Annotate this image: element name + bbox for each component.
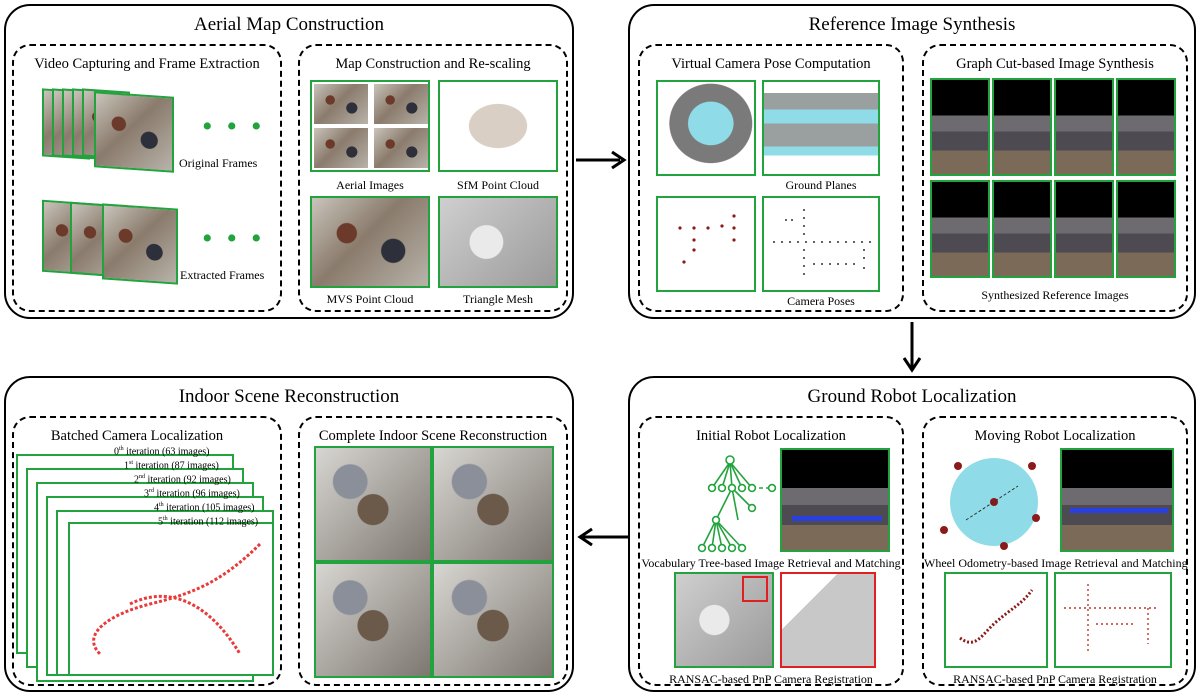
synth-image	[1116, 180, 1176, 278]
subpanel-title: Moving Robot Localization	[974, 428, 1136, 444]
camera-poses-left	[656, 196, 756, 292]
iteration-label: 3rd iteration (96 images)	[144, 488, 240, 500]
sfm-point-cloud	[438, 80, 558, 172]
triangle-mesh	[438, 196, 558, 288]
subpanel-batched-camera: Batched Camera Localization 0th iteratio…	[12, 416, 282, 686]
vocabulary-tree-icon	[697, 455, 777, 553]
arrow-down-icon	[902, 322, 922, 373]
subpanel-map-construction: Map Construction and Re-scaling Aerial I…	[298, 44, 568, 312]
panel-title: Reference Image Synthesis	[808, 14, 1016, 35]
synth-image	[992, 180, 1052, 278]
extracted-frames-stack	[42, 196, 182, 306]
panel-title: Aerial Map Construction	[194, 14, 384, 35]
subpanel-complete-reconstruction: Complete Indoor Scene Reconstruction	[298, 416, 568, 686]
retrieval-match-image	[1060, 448, 1174, 552]
caption-pnp-registration: RANSAC-based PnP Camera Registration	[953, 672, 1157, 686]
iteration-label: 2nd iteration (92 images)	[134, 474, 231, 486]
track-line	[792, 516, 882, 521]
subpanel-title: Virtual Camera Pose Computation	[671, 56, 871, 72]
iteration-label: 0th iteration (63 images)	[114, 446, 210, 458]
panel-aerial-map-construction: Aerial Map Construction Video Capturing …	[4, 4, 574, 319]
subpanel-graph-cut: Graph Cut-based Image Synthesis Synthesi…	[922, 44, 1188, 312]
caption-vocabulary-tree: Vocabulary Tree-based Image Retrieval an…	[641, 556, 901, 570]
panel-reference-image-synthesis: Reference Image Synthesis Virtual Camera…	[628, 4, 1196, 319]
wheel-odometry-icon	[940, 458, 1040, 550]
arrow-left-icon	[577, 527, 628, 547]
caption-wheel-odometry: Wheel Odometry-based Image Retrieval and…	[924, 556, 1188, 570]
synth-image	[1054, 180, 1114, 278]
reconstruction-view	[432, 446, 554, 562]
track-line	[1070, 508, 1168, 513]
arrow-right-icon	[576, 150, 627, 170]
subpanel-title: Map Construction and Re-scaling	[335, 56, 531, 72]
caption-camera-poses: Camera Poses	[787, 294, 855, 308]
panel-title: Indoor Scene Reconstruction	[178, 386, 400, 407]
subpanel-title: Initial Robot Localization	[696, 428, 846, 444]
aerial-image-tile	[314, 128, 368, 168]
frame	[94, 91, 174, 173]
iteration-label: 1st iteration (87 images)	[124, 460, 219, 472]
caption-mvs-point-cloud: MVS Point Cloud	[326, 292, 414, 306]
retrieval-match-image	[780, 448, 890, 552]
trajectory-grid-view	[1054, 572, 1172, 668]
synth-image	[930, 180, 990, 278]
subpanel-title: Graph Cut-based Image Synthesis	[956, 56, 1154, 72]
caption-aerial-images: Aerial Images	[336, 178, 404, 192]
subpanel-video-capturing: Video Capturing and Frame Extraction •••…	[12, 44, 282, 312]
caption-ground-planes: Ground Planes	[785, 178, 857, 192]
iteration-label: 5th iteration (112 images)	[158, 516, 259, 528]
caption-original-frames: Original Frames	[179, 156, 258, 170]
frame	[102, 203, 178, 285]
caption-pnp-registration: RANSAC-based PnP Camera Registration	[669, 672, 873, 686]
ground-plane-floor	[762, 80, 880, 176]
aerial-images	[310, 80, 430, 172]
pose-dots-grid	[773, 209, 871, 275]
iteration-label: 4th iteration (105 images)	[154, 502, 255, 514]
synth-image	[1116, 78, 1176, 176]
panel-title: Ground Robot Localization	[807, 386, 1017, 407]
subpanel-title: Video Capturing and Frame Extraction	[34, 56, 260, 72]
trajectory-curve-view	[944, 572, 1048, 668]
reconstruction-view	[314, 446, 432, 562]
caption-sfm-point-cloud: SfM Point Cloud	[456, 178, 540, 192]
panel-indoor-scene-reconstruction: Indoor Scene Reconstruction Batched Came…	[4, 376, 574, 692]
caption-extracted-frames: Extracted Frames	[180, 268, 265, 282]
ground-plane-mesh	[656, 80, 756, 176]
trajectory-curve	[959, 589, 1034, 644]
synth-image	[1054, 78, 1114, 176]
ellipsis-dots-icon: •••	[202, 222, 276, 255]
subpanel-virtual-camera: Virtual Camera Pose Computation Ground P…	[638, 44, 904, 312]
reconstruction-view	[432, 562, 554, 678]
subpanel-title: Complete Indoor Scene Reconstruction	[318, 428, 548, 444]
aerial-image-tile	[374, 128, 428, 168]
trajectory-grid	[1064, 584, 1156, 654]
mvs-point-cloud	[310, 196, 430, 288]
subpanel-initial-robot: Initial Robot Localization Vocabulary Tr…	[638, 416, 904, 686]
aerial-image-tile	[314, 84, 368, 124]
pnp-zoom-view	[780, 572, 876, 668]
pnp-mesh-view	[674, 572, 774, 668]
synth-image	[930, 78, 990, 176]
pose-dots-plot	[678, 214, 736, 264]
ellipsis-dots-icon: •••	[202, 110, 276, 143]
aerial-image-tile	[374, 84, 428, 124]
highlight-box	[742, 576, 768, 602]
camera-trajectory-plot	[92, 542, 262, 656]
iteration-frame-front	[68, 522, 274, 676]
camera-poses-right	[762, 196, 880, 292]
caption-synthesized-reference-images: Synthesized Reference Images	[981, 288, 1129, 302]
original-frames-stack	[42, 84, 182, 194]
synth-image	[992, 78, 1052, 176]
subpanel-moving-robot: Moving Robot Localization Wheel Odometry…	[922, 416, 1188, 686]
subpanel-title: Batched Camera Localization	[50, 428, 224, 444]
reconstruction-view	[314, 562, 432, 678]
panel-ground-robot-localization: Ground Robot Localization Initial Robot …	[628, 376, 1196, 692]
caption-triangle-mesh: Triangle Mesh	[463, 292, 533, 306]
